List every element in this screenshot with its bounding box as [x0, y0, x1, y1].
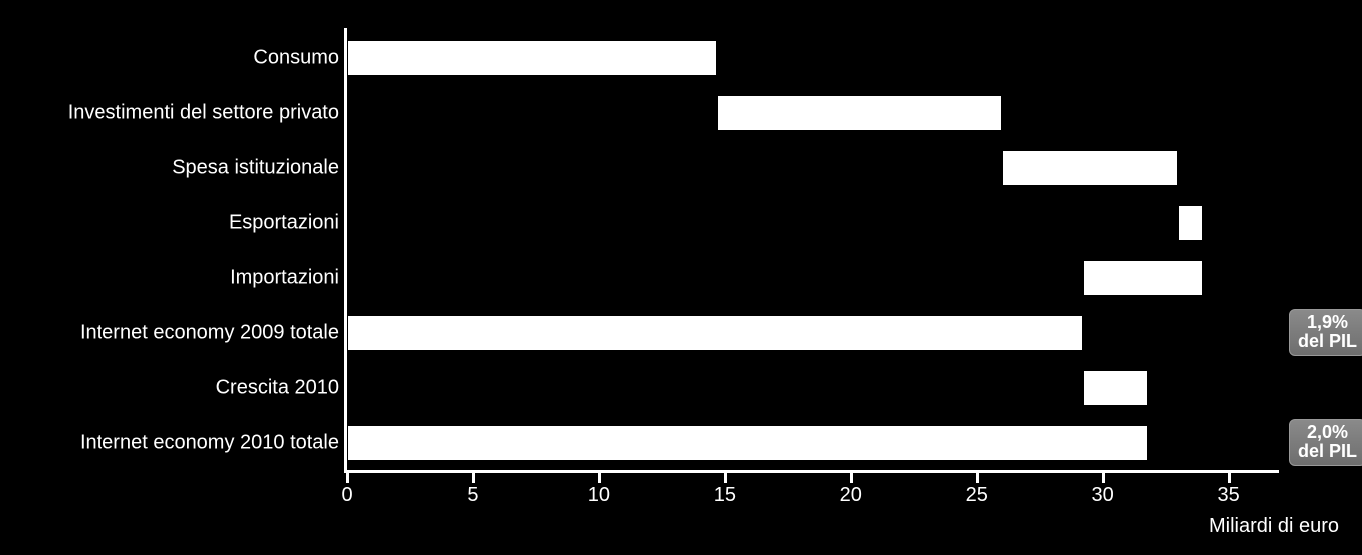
x-tick-label: 10 — [588, 484, 610, 507]
x-axis-line — [344, 470, 1279, 473]
pil-badge-line2: del PIL — [1298, 332, 1357, 352]
x-tick-label: 25 — [966, 484, 988, 507]
x-tick — [724, 473, 727, 483]
pil-badge-1: 2,0%del PIL — [1289, 419, 1362, 467]
pil-badge-line2: del PIL — [1298, 442, 1357, 462]
y-label-7: Internet economy 2010 totale — [80, 431, 347, 454]
y-label-4: Importazioni — [230, 266, 347, 289]
waterfall-chart: Consumo Investimenti del settore privato S… — [0, 0, 1362, 555]
x-tick-label: 0 — [341, 484, 352, 507]
x-tick — [472, 473, 475, 483]
plot-area: ConsumoInvestimenti del settore privatoS… — [347, 30, 1279, 470]
y-label-2: Spesa istituzionale — [172, 156, 347, 179]
y-label-1: Investimenti del settore privato — [68, 101, 347, 124]
bar-6 — [1083, 370, 1148, 406]
bar-5 — [347, 315, 1083, 351]
x-tick — [976, 473, 979, 483]
bar-3 — [1178, 205, 1203, 241]
pil-badge-line1: 1,9% — [1298, 313, 1357, 333]
x-tick — [598, 473, 601, 483]
y-label-5: Internet economy 2009 totale — [80, 321, 347, 344]
bar-7 — [347, 425, 1148, 461]
bar-1 — [717, 95, 1002, 131]
x-tick — [346, 473, 349, 483]
x-tick-label: 30 — [1092, 484, 1114, 507]
x-tick-label: 15 — [714, 484, 736, 507]
bar-4 — [1083, 260, 1204, 296]
x-tick — [1228, 473, 1231, 483]
x-axis-title: Miliardi di euro — [1209, 515, 1339, 538]
x-tick-label: 20 — [840, 484, 862, 507]
bar-0 — [347, 40, 717, 76]
y-label-0: Consumo — [253, 46, 347, 69]
y-axis-line — [344, 28, 347, 470]
x-tick — [1102, 473, 1105, 483]
pil-badge-0: 1,9%del PIL — [1289, 309, 1362, 357]
bar-2 — [1002, 150, 1178, 186]
pil-badge-line1: 2,0% — [1298, 423, 1357, 443]
x-tick-label: 35 — [1217, 484, 1239, 507]
x-tick — [850, 473, 853, 483]
y-label-6: Crescita 2010 — [216, 376, 347, 399]
y-label-3: Esportazioni — [229, 211, 347, 234]
x-tick-label: 5 — [467, 484, 478, 507]
